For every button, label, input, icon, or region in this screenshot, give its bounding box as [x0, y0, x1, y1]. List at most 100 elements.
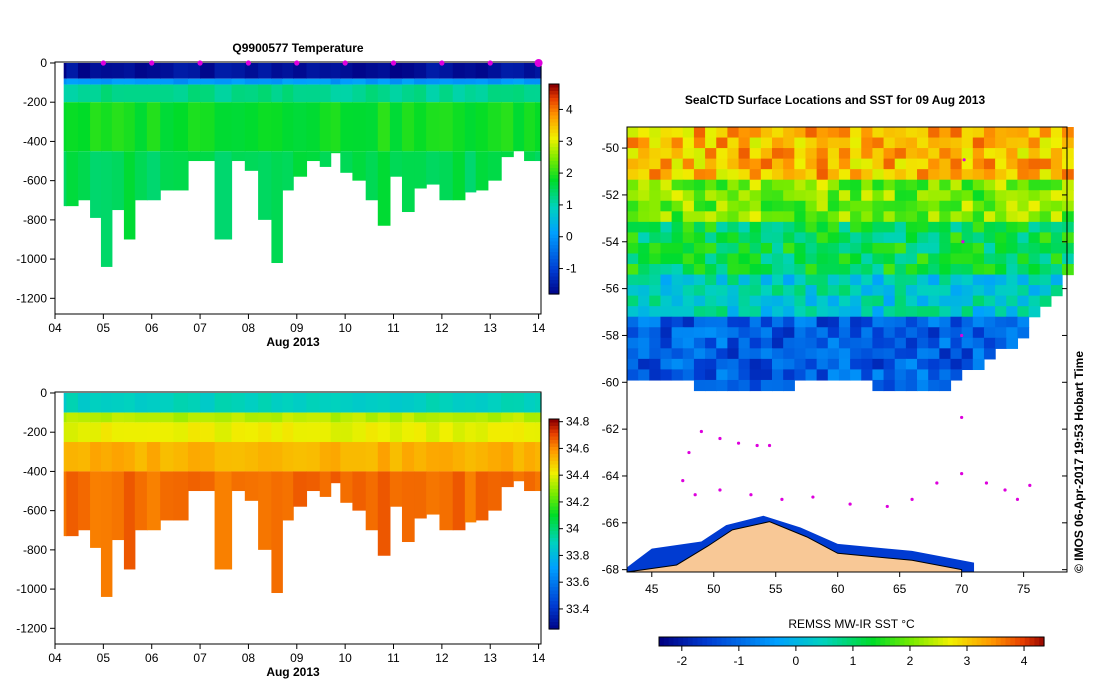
sst-cell: [682, 253, 695, 265]
profile-cell: [452, 392, 466, 413]
profile-cell: [231, 412, 246, 423]
sst-cell: [872, 295, 885, 307]
colorbar-step: [549, 133, 559, 138]
sst-cell: [1006, 158, 1019, 170]
seal-track-point: [755, 443, 759, 448]
sst-cell: [905, 127, 918, 139]
colorbar-step: [549, 527, 559, 532]
sst-cell: [838, 211, 851, 223]
sst-colorbar-step: [663, 637, 670, 646]
profile-cell: [501, 84, 514, 103]
profile-cell: [146, 392, 161, 413]
profile-cell: [146, 442, 161, 472]
sst-cell: [682, 137, 695, 149]
sst-cell: [693, 274, 706, 286]
sst-cell: [850, 295, 862, 307]
profile-cell: [77, 471, 91, 531]
sst-cell: [1006, 295, 1019, 307]
sst-cell: [682, 190, 695, 202]
sst-cell: [995, 221, 1007, 233]
profile-cell: [501, 62, 514, 79]
profile-cell: [340, 471, 353, 503]
sst-cell: [682, 158, 695, 170]
sst-cell: [1028, 169, 1041, 181]
sst-cell: [905, 379, 918, 392]
sst-cell: [738, 127, 751, 139]
colorbar-step: [549, 252, 559, 257]
sst-cell: [638, 242, 650, 255]
profile-cell: [258, 102, 272, 152]
sst-cell: [827, 316, 840, 328]
sst-cell: [950, 264, 963, 276]
sst-cell: [749, 137, 762, 149]
sst-cell: [950, 295, 963, 307]
sst-colorbar-step: [1000, 637, 1007, 646]
sst-cell: [693, 242, 706, 255]
sst-cell: [894, 148, 907, 160]
sst-colorbar-step: [947, 637, 954, 646]
profile-cell: [365, 412, 379, 423]
sst-cell: [760, 369, 773, 381]
y-tick-label: -1200: [16, 291, 47, 305]
sst-cell: [827, 253, 840, 265]
profile-cell: [66, 412, 79, 423]
sst-cell: [693, 379, 706, 392]
sst-cell: [783, 274, 795, 286]
profile-cell: [173, 151, 189, 191]
y-tick-label: -600: [23, 174, 47, 188]
sst-cell: [961, 348, 974, 360]
sst-cell: [794, 200, 807, 212]
lat-tick-label: -68: [602, 563, 620, 577]
sst-cell: [738, 190, 751, 202]
colorbar-step: [549, 119, 559, 124]
colorbar-step: [549, 622, 559, 627]
sst-cell: [705, 285, 717, 297]
profile-cell: [501, 392, 514, 413]
sst-cell: [783, 253, 795, 265]
sst-cell: [794, 327, 807, 339]
profile-cell: [146, 62, 161, 79]
sst-cell: [1050, 137, 1063, 149]
colorbar-step: [549, 266, 559, 271]
profile-cell: [401, 62, 415, 79]
sst-cell: [772, 221, 784, 233]
profile-cell: [200, 84, 216, 103]
x-axis-label: Aug 2013: [266, 665, 320, 679]
sst-cell: [928, 169, 940, 181]
profile-cell: [452, 412, 466, 423]
sst-cell: [861, 295, 873, 307]
sst-cell: [627, 221, 639, 233]
profile-cell: [513, 442, 525, 472]
sst-cell: [682, 232, 695, 244]
sst-cell: [705, 158, 717, 170]
sst-cell: [716, 127, 728, 139]
sst-colorbar-frame: [658, 636, 1045, 647]
sst-cell: [660, 264, 673, 276]
profile-cell: [401, 151, 415, 213]
profile-cell: [426, 412, 441, 423]
sst-cell: [627, 127, 639, 139]
sst-colorbar-step: [793, 637, 800, 646]
sst-cell: [805, 316, 818, 328]
profile-cell: [66, 471, 79, 537]
profile-cell: [340, 151, 353, 173]
sst-cell: [794, 348, 807, 360]
sst-cell: [905, 274, 918, 286]
sst-cell: [805, 137, 818, 149]
sst-cell: [894, 327, 907, 339]
sst-cell: [649, 200, 662, 212]
sst-cell: [850, 158, 862, 170]
profile-cell: [173, 392, 189, 413]
sst-cell: [861, 242, 873, 255]
land-mass: [626, 521, 963, 573]
sst-cell: [961, 274, 974, 286]
colorbar-step: [549, 126, 559, 131]
sst-cell: [716, 232, 728, 244]
surface-marker: [439, 60, 445, 66]
seal-track-point: [848, 502, 852, 506]
sst-cell: [1017, 242, 1030, 255]
sst-cell: [660, 232, 673, 244]
sst-cell: [772, 179, 784, 191]
profile-cell: [282, 84, 294, 103]
sst-cell: [783, 137, 795, 149]
